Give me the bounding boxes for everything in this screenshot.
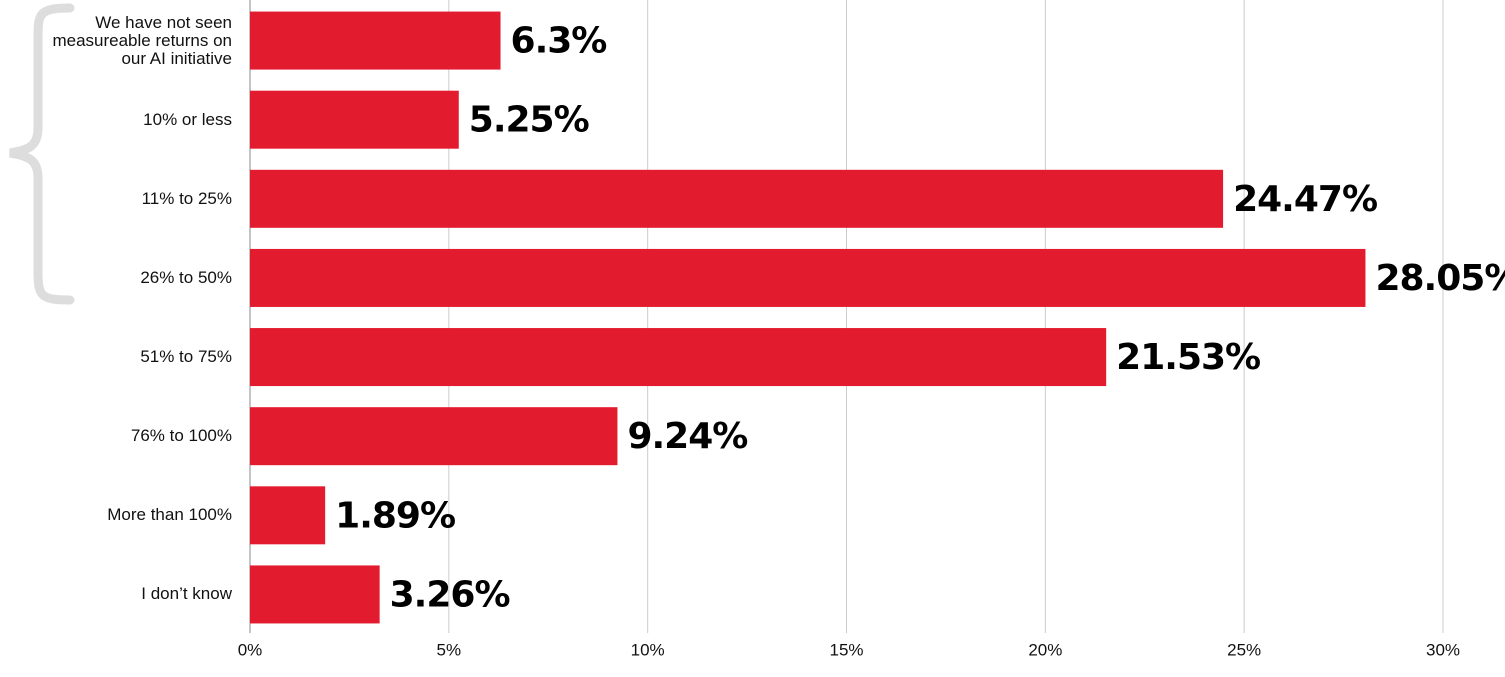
x-tick-label: 5%	[437, 640, 462, 659]
category-label: More than 100%	[107, 505, 232, 525]
category-label: 76% to 100%	[130, 426, 232, 446]
category-label: 51% to 75%	[140, 347, 232, 367]
bar	[250, 565, 380, 624]
value-label: 9.24%	[627, 416, 747, 457]
x-tick-label: 15%	[829, 640, 863, 659]
value-label: 24.47%	[1233, 179, 1377, 220]
category-label: We have not seen measureable returns on …	[52, 12, 232, 68]
bar	[250, 328, 1107, 387]
value-label: 21.53%	[1116, 337, 1260, 378]
value-label: 5.25%	[469, 100, 589, 141]
bar	[250, 248, 1366, 307]
category-label: 26% to 50%	[140, 267, 232, 287]
bar	[250, 90, 459, 149]
x-tick-label: 20%	[1028, 640, 1062, 659]
category-label: 11% to 25%	[141, 188, 232, 208]
x-tick-label: 0%	[238, 640, 263, 659]
category-label: 10% or less	[143, 109, 232, 129]
bar	[250, 407, 618, 466]
x-tick-label: 30%	[1426, 640, 1460, 659]
bar	[250, 486, 326, 545]
bracket	[9, 3, 75, 305]
bar	[250, 11, 501, 70]
value-label: 28.05%	[1375, 258, 1505, 299]
value-label: 1.89%	[335, 495, 455, 536]
category-label: I don’t know	[141, 584, 232, 604]
bar	[250, 169, 1224, 228]
x-tick-label: 10%	[631, 640, 665, 659]
value-label: 3.26%	[390, 574, 510, 615]
value-label: 6.3%	[511, 21, 607, 62]
x-tick-label: 25%	[1227, 640, 1261, 659]
